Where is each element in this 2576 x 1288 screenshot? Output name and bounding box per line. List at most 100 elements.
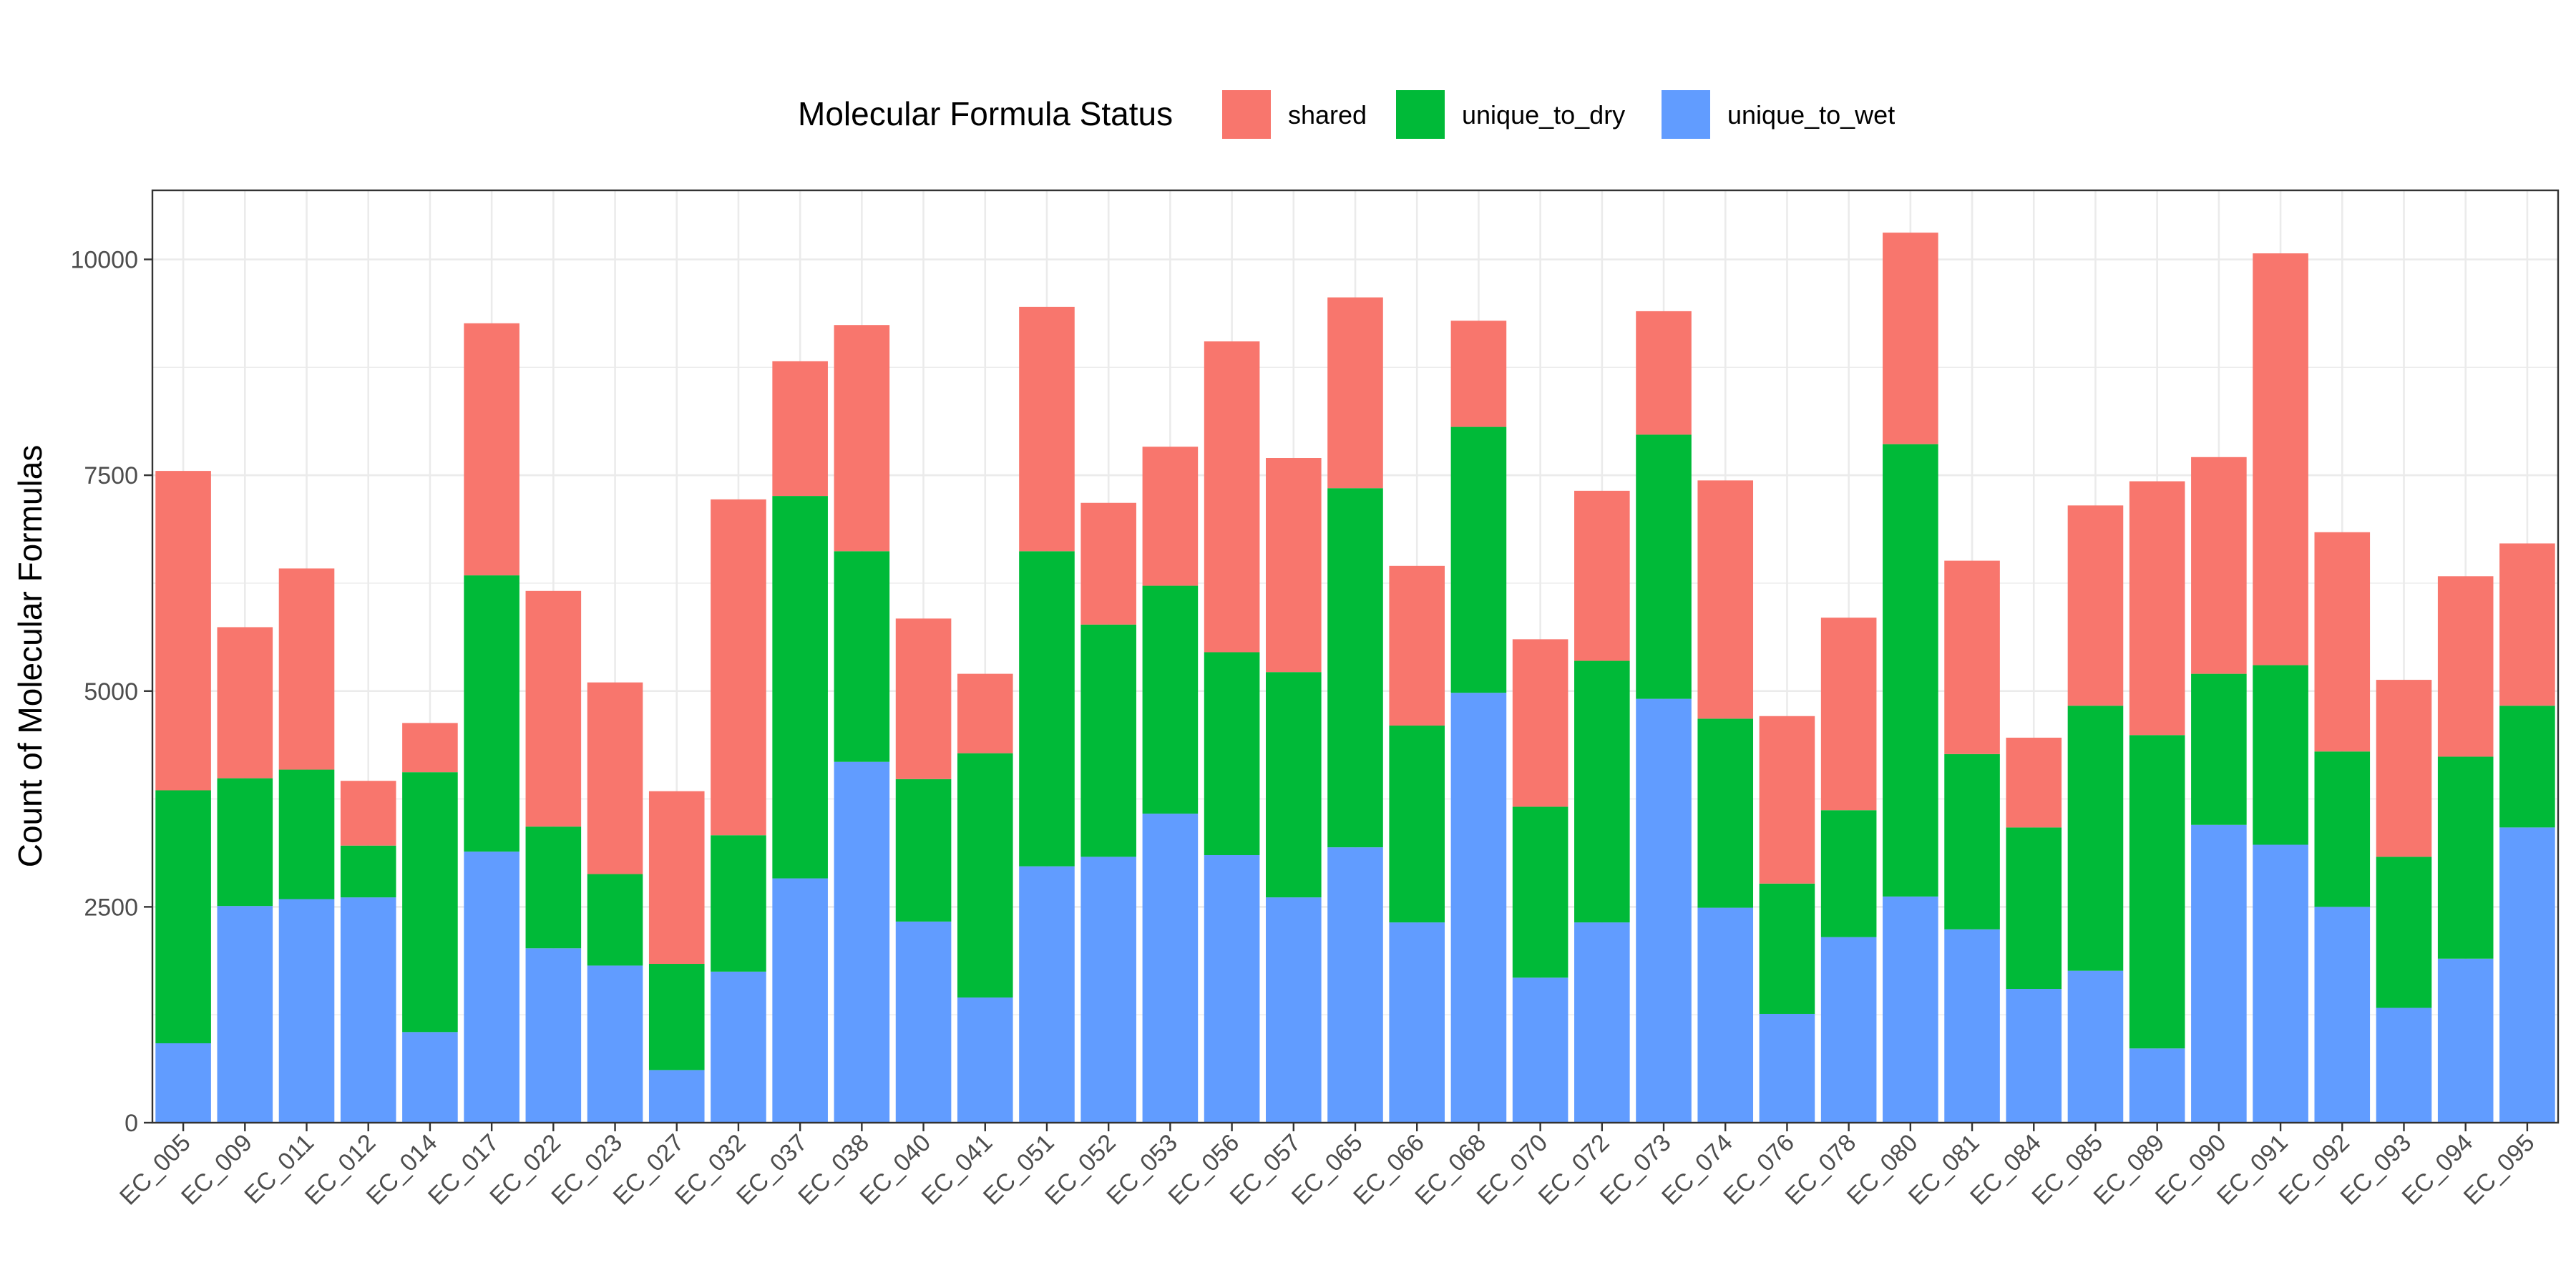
bar-EC_066-unique_to_wet [1389, 922, 1445, 1123]
bar-EC_057-unique_to_dry [1266, 672, 1322, 898]
bar-EC_076-shared [1759, 716, 1815, 884]
bar-EC_023-shared [587, 682, 643, 874]
bar-EC_023-unique_to_dry [587, 874, 643, 966]
bar-EC_091-unique_to_dry [2253, 665, 2308, 845]
bar-EC_053-shared [1142, 447, 1199, 586]
bar-EC_023-unique_to_wet [587, 965, 643, 1123]
legend: Molecular Formula Status shared unique_t… [798, 90, 1895, 139]
bar-EC_095-unique_to_wet [2499, 827, 2555, 1123]
bar-EC_027-unique_to_dry [648, 964, 705, 1070]
bar-EC_076-unique_to_dry [1759, 883, 1815, 1014]
bar-EC_012-unique_to_wet [340, 897, 396, 1123]
bar-EC_056-unique_to_dry [1204, 652, 1260, 855]
bar-EC_051-shared [1019, 306, 1075, 552]
bar-EC_072-unique_to_wet [1574, 922, 1630, 1123]
bar-EC_093-unique_to_dry [2376, 857, 2432, 1008]
bar-EC_081-shared [1944, 560, 2000, 754]
bar-EC_012-unique_to_dry [340, 845, 396, 898]
bar-EC_009-shared [217, 627, 273, 779]
bar-EC_017-unique_to_wet [464, 852, 519, 1123]
bar-EC_037-unique_to_wet [772, 878, 828, 1123]
bar-EC_078-unique_to_wet [1820, 937, 1877, 1123]
bar-EC_057-shared [1266, 458, 1322, 673]
bar-EC_072-unique_to_dry [1574, 660, 1630, 923]
legend-key-shared [1222, 90, 1271, 139]
bar-EC_038-shared [834, 325, 890, 552]
legend-label-unique-to-wet: unique_to_wet [1727, 100, 1895, 130]
bar-EC_014-unique_to_dry [402, 772, 458, 1033]
bar-EC_027-unique_to_wet [648, 1070, 705, 1123]
bar-EC_011-unique_to_dry [278, 769, 335, 899]
bar-EC_094-unique_to_dry [2437, 756, 2494, 959]
bar-EC_092-unique_to_dry [2314, 751, 2371, 907]
bar-EC_093-shared [2376, 680, 2432, 857]
bar-EC_032-unique_to_dry [711, 835, 766, 972]
bar-EC_056-unique_to_wet [1204, 854, 1260, 1123]
bar-EC_012-shared [340, 781, 396, 846]
bar-EC_078-unique_to_dry [1820, 810, 1877, 937]
bar-EC_068-unique_to_dry [1450, 426, 1507, 693]
bar-EC_065-unique_to_wet [1327, 847, 1383, 1123]
bar-EC_091-unique_to_wet [2253, 844, 2308, 1123]
bar-EC_090-shared [2191, 457, 2247, 674]
bar-EC_068-shared [1450, 321, 1507, 427]
bar-EC_011-unique_to_wet [278, 899, 335, 1123]
bar-EC_089-unique_to_dry [2129, 735, 2185, 1049]
bar-EC_085-unique_to_wet [2067, 970, 2124, 1123]
bar-EC_090-unique_to_dry [2191, 673, 2247, 825]
bar-EC_074-unique_to_dry [1697, 718, 1754, 908]
bar-EC_076-unique_to_wet [1759, 1013, 1815, 1123]
bar-EC_068-unique_to_wet [1450, 693, 1507, 1123]
bar-EC_073-unique_to_wet [1636, 698, 1692, 1123]
bar-EC_080-unique_to_dry [1883, 444, 1938, 897]
bar-EC_074-shared [1697, 480, 1754, 719]
bar-EC_092-shared [2314, 532, 2371, 752]
bar-EC_052-unique_to_wet [1080, 857, 1136, 1123]
bar-EC_053-unique_to_wet [1142, 814, 1199, 1123]
bar-EC_017-shared [464, 323, 519, 576]
bar-EC_074-unique_to_wet [1697, 907, 1754, 1123]
x-axis: EC_005EC_009EC_011EC_012EC_014EC_017EC_0… [114, 1123, 2540, 1211]
bar-EC_052-unique_to_dry [1080, 624, 1136, 857]
bar-EC_051-unique_to_wet [1019, 866, 1075, 1123]
bar-EC_037-unique_to_dry [772, 496, 828, 879]
bar-EC_094-unique_to_wet [2437, 958, 2494, 1123]
bar-EC_040-shared [895, 618, 952, 779]
bar-EC_009-unique_to_wet [217, 906, 273, 1123]
bar-EC_005-shared [155, 471, 211, 791]
bar-EC_065-shared [1327, 297, 1383, 489]
bar-EC_014-shared [402, 723, 458, 773]
bar-EC_038-unique_to_wet [834, 761, 890, 1123]
bar-EC_084-shared [2006, 737, 2062, 828]
bar-EC_005-unique_to_wet [155, 1043, 211, 1123]
plot-area [151, 189, 2560, 1124]
y-tick-label: 0 [125, 1110, 138, 1137]
bar-EC_080-unique_to_wet [1883, 896, 1938, 1123]
bar-EC_085-shared [2067, 505, 2124, 706]
bar-EC_022-shared [525, 590, 582, 827]
bar-EC_092-unique_to_wet [2314, 907, 2371, 1123]
y-tick-label: 2500 [84, 894, 138, 921]
y-tick-label: 10000 [70, 247, 138, 274]
bar-EC_078-shared [1820, 618, 1877, 811]
bar-EC_070-unique_to_wet [1512, 977, 1568, 1123]
legend-label-unique-to-dry: unique_to_dry [1462, 100, 1625, 130]
bar-EC_027-shared [648, 791, 705, 965]
bar-EC_041-shared [957, 673, 1013, 753]
bar-EC_051-unique_to_dry [1019, 551, 1075, 867]
legend-key-unique-to-dry [1396, 90, 1445, 139]
bar-EC_081-unique_to_dry [1944, 753, 2000, 930]
bar-EC_053-unique_to_dry [1142, 585, 1199, 814]
bar-EC_032-shared [711, 499, 766, 836]
bar-EC_017-unique_to_dry [464, 575, 519, 852]
bars [155, 233, 2555, 1123]
bar-EC_084-unique_to_wet [2006, 988, 2062, 1123]
bar-EC_095-shared [2499, 543, 2555, 706]
y-tick-label: 7500 [84, 462, 138, 489]
bar-EC_073-shared [1636, 311, 1692, 435]
bar-EC_065-unique_to_dry [1327, 488, 1383, 848]
bar-EC_085-unique_to_dry [2067, 706, 2124, 971]
bar-EC_037-shared [772, 361, 828, 497]
bar-EC_080-shared [1883, 233, 1938, 444]
